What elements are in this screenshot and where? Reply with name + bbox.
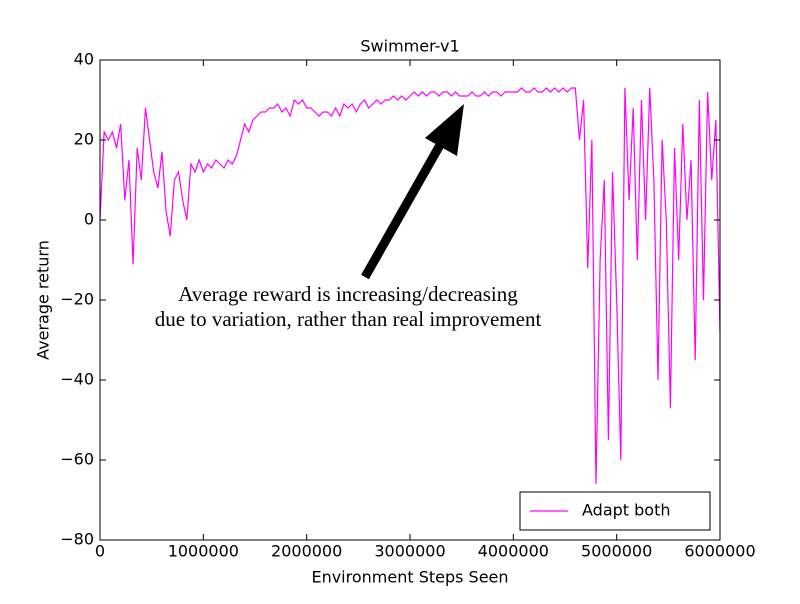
y-tick-label: −40 [60,370,94,389]
annotation-line: Average reward is increasing/decreasing [178,282,518,306]
line-series [99,87,721,485]
y-tick-label: −60 [60,450,94,469]
x-tick-label: 5000000 [581,542,652,561]
legend-label: Adapt both [582,501,671,520]
x-tick-label: 6000000 [684,542,755,561]
y-tick-label: −20 [60,290,94,309]
arrow [361,104,464,280]
y-axis-label: Average return [34,240,53,360]
x-tick-label: 3000000 [374,542,445,561]
annotation-line: due to variation, rather than real impro… [155,307,542,331]
y-tick-label: 20 [74,130,94,149]
x-tick-label: 4000000 [478,542,549,561]
x-tick-label: 1000000 [168,542,239,561]
arrow-shaft [361,142,444,280]
y-tick-label: −80 [60,530,94,549]
plot-area [99,87,721,485]
arrow-head [425,104,464,156]
y-tick-label: 0 [84,210,94,229]
x-tick-label: 0 [95,542,105,561]
x-axis-label: Environment Steps Seen [311,568,508,587]
chart-title: Swimmer-v1 [360,37,459,56]
y-tick-label: 40 [74,50,94,69]
x-tick-label: 2000000 [271,542,342,561]
